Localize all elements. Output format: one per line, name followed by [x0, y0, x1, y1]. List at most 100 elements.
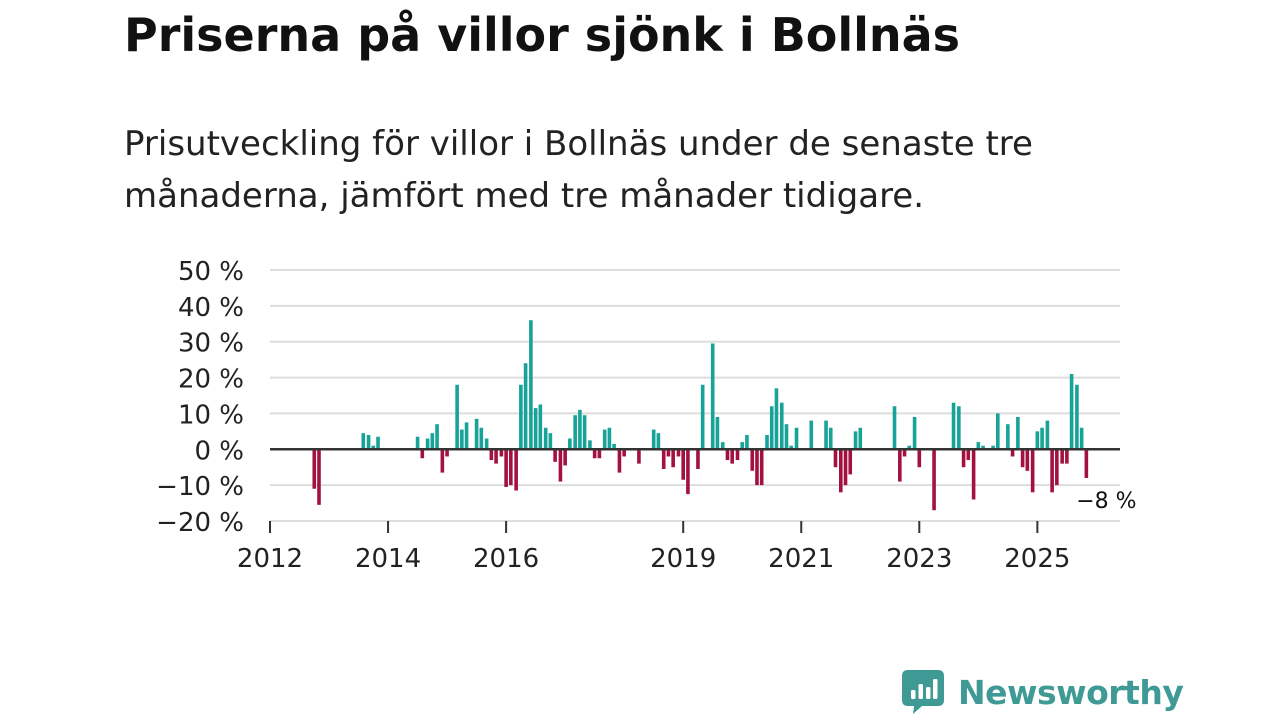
x-tick-label: 2023 [886, 544, 952, 574]
y-tick-label: 20 % [178, 365, 244, 395]
bar-negative [755, 449, 759, 486]
bar-negative [666, 449, 671, 457]
bar-positive [538, 404, 543, 450]
brand-name: Newsworthy [958, 672, 1184, 712]
bar-negative [440, 449, 445, 473]
bar-positive [715, 417, 720, 450]
bar-positive [1045, 420, 1050, 450]
bar-positive [651, 429, 656, 450]
bar-negative [617, 449, 622, 473]
bar-negative [838, 449, 843, 493]
bar-positive [484, 438, 489, 450]
newsworthy-logo-icon [902, 670, 944, 714]
bar-positive [912, 417, 917, 450]
bar-positive [543, 427, 548, 450]
bar-negative [686, 449, 690, 495]
bar-negative [637, 449, 641, 464]
bar-negative [735, 449, 740, 461]
bar-positive [720, 442, 725, 450]
bar-negative [966, 449, 971, 461]
bar-positive [824, 420, 828, 450]
bar-negative [514, 449, 518, 491]
bar-negative [902, 449, 907, 457]
x-tick-label: 2014 [355, 544, 421, 574]
bar-negative [898, 449, 902, 482]
bar-negative [843, 449, 848, 486]
bar-positive [474, 418, 479, 450]
bar-positive [430, 433, 435, 450]
bar-negative [917, 449, 922, 468]
last-value-annotation: −8 % [1076, 489, 1136, 514]
bar-negative [317, 449, 321, 505]
bar-negative [671, 449, 675, 468]
bar-positive [371, 445, 376, 450]
x-tick-label: 2021 [768, 544, 834, 574]
bar-positive [529, 320, 533, 450]
chart-title: Priserna på villor sjönk i Bollnäs [124, 8, 961, 62]
bar-negative [622, 449, 626, 457]
chart-subtitle: Prisutveckling för villor i Bollnäs unde… [124, 124, 1033, 216]
bar-positive [700, 384, 705, 450]
bar-negative [681, 449, 685, 480]
bar-positive [612, 443, 616, 450]
bar-positive [460, 429, 464, 450]
bar-negative [563, 449, 567, 466]
bar-negative [1030, 449, 1035, 493]
bar-negative [597, 449, 602, 459]
bar-positive [774, 388, 779, 450]
y-tick-label: −20 % [156, 508, 244, 538]
bar-positive [464, 422, 469, 450]
bar-negative [1055, 449, 1059, 486]
bar-negative [961, 449, 966, 468]
bar-positive [1040, 427, 1044, 450]
bar-positive [991, 445, 995, 450]
y-tick-label: 40 % [178, 293, 244, 323]
bar-positive [794, 427, 799, 450]
bar-negative [696, 449, 700, 470]
bar-negative [676, 449, 681, 457]
y-tick-label: −10 % [156, 472, 244, 502]
bar-negative [848, 449, 853, 475]
bar-negative [592, 449, 597, 459]
bar-negative [730, 449, 734, 464]
bar-negative [661, 449, 666, 470]
bar-positive [710, 343, 715, 450]
bar-positive [769, 406, 774, 450]
bar-negative [509, 449, 513, 486]
bar-positive [455, 384, 459, 450]
bar-positive [996, 413, 1000, 450]
bar-negative [725, 449, 730, 461]
bar-negative [759, 449, 764, 486]
bar-positive [1079, 427, 1084, 450]
bar-positive [519, 384, 523, 450]
bar-negative [1084, 449, 1089, 478]
bar-positive [656, 433, 661, 450]
bar-positive [907, 445, 912, 450]
bar-negative [494, 449, 498, 464]
y-tick-label: 50 % [178, 257, 244, 287]
bar-negative [504, 449, 508, 487]
bar-positive [976, 442, 981, 450]
bar-negative [932, 449, 936, 511]
bar-positive [789, 445, 794, 450]
bar-positive [533, 408, 538, 450]
bar-positive [425, 438, 430, 450]
brand-logo: Newsworthy [902, 670, 1184, 714]
bar-positive [366, 434, 371, 450]
bar-negative [558, 449, 563, 482]
x-tick-label: 2025 [1004, 544, 1070, 574]
bar-positive [853, 431, 858, 450]
bar-negative [420, 449, 425, 459]
bar-negative [1060, 449, 1064, 464]
x-tick-label: 2016 [473, 544, 539, 574]
bar-positive [602, 429, 607, 450]
x-tick-label: 2012 [237, 544, 303, 574]
bar-positive [809, 420, 814, 450]
bar-negative [971, 449, 976, 500]
bar-positive [361, 433, 366, 450]
bar-positive [573, 415, 577, 450]
bar-negative [1065, 449, 1069, 464]
bar-positive [523, 363, 528, 450]
bar-positive [858, 427, 863, 450]
